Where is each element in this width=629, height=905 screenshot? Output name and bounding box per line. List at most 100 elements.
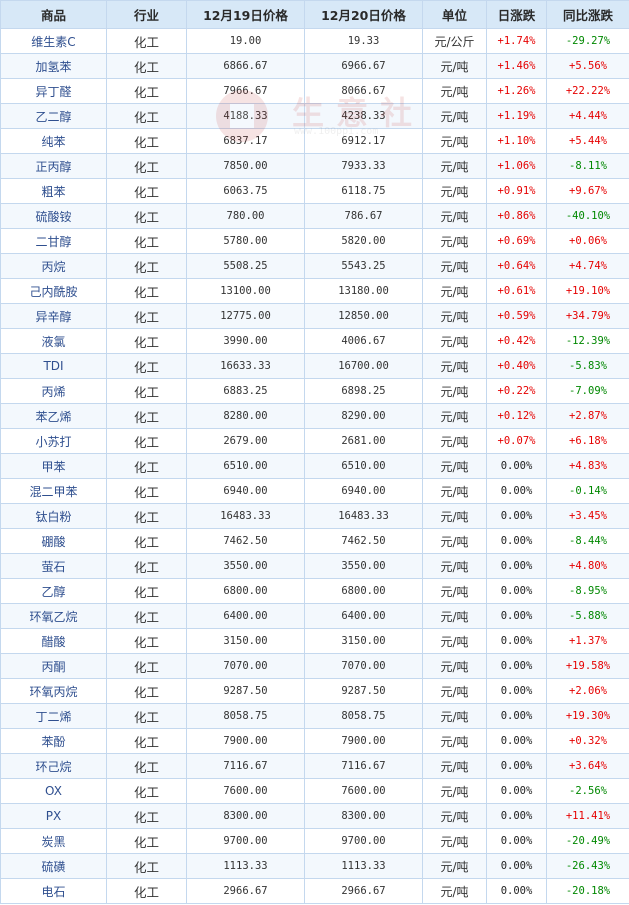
industry-cell: 化工 <box>106 453 187 479</box>
header-unit[interactable]: 单位 <box>422 0 487 29</box>
commodity-name[interactable]: 丙酮 <box>0 653 107 679</box>
industry-cell: 化工 <box>106 78 187 104</box>
daily-change-cell: 0.00% <box>486 478 547 504</box>
header-price-dec20[interactable]: 12月20日价格 <box>304 0 423 29</box>
unit-cell: 元/吨 <box>422 428 487 454</box>
commodity-name[interactable]: 乙醇 <box>0 578 107 604</box>
price-dec20-cell: 7600.00 <box>304 778 423 804</box>
table-row: 液氯 化工 3990.00 4006.67 元/吨 +0.42% -12.39% <box>0 328 629 354</box>
commodity-name[interactable]: 混二甲苯 <box>0 478 107 504</box>
commodity-name[interactable]: 苯酚 <box>0 728 107 754</box>
price-dec19-cell: 7462.50 <box>186 528 305 554</box>
yoy-change-cell: -5.88% <box>546 603 629 629</box>
header-yoy-change[interactable]: 同比涨跌 <box>546 0 629 29</box>
industry-cell: 化工 <box>106 878 187 904</box>
industry-cell: 化工 <box>106 203 187 229</box>
industry-cell: 化工 <box>106 478 187 504</box>
commodity-name[interactable]: 硼酸 <box>0 528 107 554</box>
price-dec19-cell: 3550.00 <box>186 553 305 579</box>
yoy-change-cell: +11.41% <box>546 803 629 829</box>
unit-cell: 元/吨 <box>422 678 487 704</box>
table-row: 加氢苯 化工 6866.67 6966.67 元/吨 +1.46% +5.56% <box>0 53 629 79</box>
commodity-name[interactable]: OX <box>0 778 107 804</box>
commodity-name[interactable]: 丙烷 <box>0 253 107 279</box>
daily-change-cell: 0.00% <box>486 578 547 604</box>
unit-cell: 元/吨 <box>422 353 487 379</box>
table-row: 小苏打 化工 2679.00 2681.00 元/吨 +0.07% +6.18% <box>0 428 629 454</box>
industry-cell: 化工 <box>106 328 187 354</box>
table-row: 异辛醇 化工 12775.00 12850.00 元/吨 +0.59% +34.79% <box>0 303 629 329</box>
unit-cell: 元/吨 <box>422 78 487 104</box>
commodity-name[interactable]: 己内酰胺 <box>0 278 107 304</box>
commodity-name[interactable]: 萤石 <box>0 553 107 579</box>
price-dec19-cell: 6866.67 <box>186 53 305 79</box>
commodity-name[interactable]: 硫磺 <box>0 853 107 879</box>
price-dec19-cell: 7116.67 <box>186 753 305 779</box>
header-price-dec19[interactable]: 12月19日价格 <box>186 0 305 29</box>
price-dec19-cell: 3150.00 <box>186 628 305 654</box>
commodity-name[interactable]: 异辛醇 <box>0 303 107 329</box>
commodity-name[interactable]: 粗苯 <box>0 178 107 204</box>
daily-change-cell: +1.74% <box>486 28 547 54</box>
industry-cell: 化工 <box>106 728 187 754</box>
unit-cell: 元/吨 <box>422 253 487 279</box>
commodity-name[interactable]: 小苏打 <box>0 428 107 454</box>
commodity-name[interactable]: 环氧乙烷 <box>0 603 107 629</box>
price-dec19-cell: 6940.00 <box>186 478 305 504</box>
commodity-name[interactable]: 环氧丙烷 <box>0 678 107 704</box>
commodity-name[interactable]: 钛白粉 <box>0 503 107 529</box>
price-dec19-cell: 4188.33 <box>186 103 305 129</box>
table-row: 纯苯 化工 6837.17 6912.17 元/吨 +1.10% +5.44% <box>0 128 629 154</box>
commodity-name[interactable]: 维生素C <box>0 28 107 54</box>
price-dec20-cell: 6940.00 <box>304 478 423 504</box>
price-dec19-cell: 6063.75 <box>186 178 305 204</box>
commodity-name[interactable]: 液氯 <box>0 328 107 354</box>
industry-cell: 化工 <box>106 703 187 729</box>
price-dec20-cell: 2966.67 <box>304 878 423 904</box>
daily-change-cell: +0.64% <box>486 253 547 279</box>
commodity-name[interactable]: 硫酸铵 <box>0 203 107 229</box>
industry-cell: 化工 <box>106 103 187 129</box>
commodity-name[interactable]: 纯苯 <box>0 128 107 154</box>
commodity-name[interactable]: 苯乙烯 <box>0 403 107 429</box>
header-commodity[interactable]: 商品 <box>0 0 107 29</box>
yoy-change-cell: +3.45% <box>546 503 629 529</box>
unit-cell: 元/吨 <box>422 878 487 904</box>
header-industry[interactable]: 行业 <box>106 0 187 29</box>
commodity-name[interactable]: 丙烯 <box>0 378 107 404</box>
table-row: 丙烷 化工 5508.25 5543.25 元/吨 +0.64% +4.74% <box>0 253 629 279</box>
industry-cell: 化工 <box>106 53 187 79</box>
commodity-name[interactable]: 醋酸 <box>0 628 107 654</box>
commodity-name[interactable]: PX <box>0 803 107 829</box>
header-daily-change[interactable]: 日涨跌 <box>486 0 547 29</box>
price-dec20-cell: 6510.00 <box>304 453 423 479</box>
commodity-name[interactable]: 炭黑 <box>0 828 107 854</box>
industry-cell: 化工 <box>106 503 187 529</box>
commodity-name[interactable]: 甲苯 <box>0 453 107 479</box>
price-dec19-cell: 780.00 <box>186 203 305 229</box>
price-dec19-cell: 6800.00 <box>186 578 305 604</box>
commodity-name[interactable]: 乙二醇 <box>0 103 107 129</box>
commodity-name[interactable]: 电石 <box>0 878 107 904</box>
commodity-name[interactable]: 环己烷 <box>0 753 107 779</box>
price-dec20-cell: 8290.00 <box>304 403 423 429</box>
yoy-change-cell: +4.44% <box>546 103 629 129</box>
table-row: 维生素C 化工 19.00 19.33 元/公斤 +1.74% -29.27% <box>0 28 629 54</box>
commodity-name[interactable]: 异丁醛 <box>0 78 107 104</box>
table-row: 混二甲苯 化工 6940.00 6940.00 元/吨 0.00% -0.14% <box>0 478 629 504</box>
industry-cell: 化工 <box>106 153 187 179</box>
commodity-name[interactable]: 加氢苯 <box>0 53 107 79</box>
price-dec19-cell: 3990.00 <box>186 328 305 354</box>
price-dec19-cell: 5780.00 <box>186 228 305 254</box>
commodity-name[interactable]: TDI <box>0 353 107 379</box>
unit-cell: 元/吨 <box>422 453 487 479</box>
commodity-name[interactable]: 二甘醇 <box>0 228 107 254</box>
table-row: 苯乙烯 化工 8280.00 8290.00 元/吨 +0.12% +2.87% <box>0 403 629 429</box>
table-row: 萤石 化工 3550.00 3550.00 元/吨 0.00% +4.80% <box>0 553 629 579</box>
daily-change-cell: +0.42% <box>486 328 547 354</box>
price-dec19-cell: 7966.67 <box>186 78 305 104</box>
commodity-name[interactable]: 正丙醇 <box>0 153 107 179</box>
unit-cell: 元/吨 <box>422 828 487 854</box>
daily-change-cell: 0.00% <box>486 553 547 579</box>
commodity-name[interactable]: 丁二烯 <box>0 703 107 729</box>
